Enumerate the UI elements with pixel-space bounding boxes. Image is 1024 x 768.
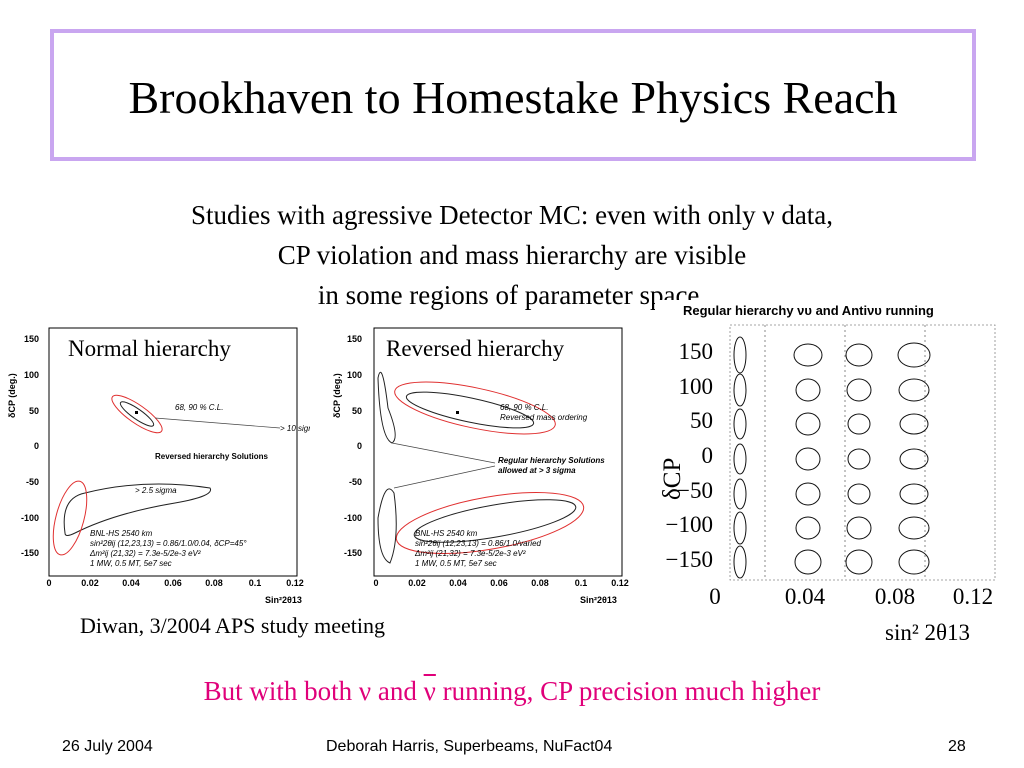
cl-note-2: Reversed mass ordering xyxy=(500,413,588,422)
y-axis-label: δCP (deg.) xyxy=(7,373,17,418)
plot-running: Regular hierarchy νυ and Antiνυ running … xyxy=(655,300,1000,660)
sigma2-note: > 2.5 sigma xyxy=(135,486,177,495)
plot-reversed-hierarchy: 150 100 50 0 -50 -100 -150 0 0.02 0.04 0… xyxy=(330,318,635,608)
x-tick: 0.08 xyxy=(205,578,223,588)
x-tick: 0.02 xyxy=(81,578,99,588)
x-tick: 0.1 xyxy=(249,578,262,588)
running-title: Regular hierarchy νυ and Antiνυ running xyxy=(683,303,934,318)
conclusion-post: running, CP precision much higher xyxy=(435,676,821,706)
y-tick: -100 xyxy=(344,513,362,523)
reversed-note: Reversed hierarchy Solutions xyxy=(155,452,268,461)
y-tick: -150 xyxy=(344,548,362,558)
y-tick: -50 xyxy=(26,477,39,487)
y-tick: 50 xyxy=(690,408,713,433)
intro-line-3: in some regions of parameter space. xyxy=(317,280,707,310)
contour-lower-90 xyxy=(395,492,585,554)
contour-left-upper xyxy=(377,371,396,444)
footer-center: Deborah Harris, Superbeams, NuFact04 xyxy=(326,738,613,755)
cl-note: 68, 90 % C.L. xyxy=(175,403,223,412)
regular-note-2: allowed at > 3 sigma xyxy=(498,466,576,475)
x-tick: 0.12 xyxy=(953,584,993,609)
info-line: BNL-HS 2540 km xyxy=(90,529,153,538)
label-reversed-hierarchy: Reversed hierarchy xyxy=(386,336,565,362)
x-tick: 0.08 xyxy=(531,578,549,588)
contour-lower-68 xyxy=(413,499,577,543)
info-line: Δm²ij (21,32) = 7.3e-5/2e-3 eV² xyxy=(89,549,201,558)
x-tick: 0.06 xyxy=(490,578,508,588)
x-tick: 0.12 xyxy=(286,578,304,588)
y-tick: −150 xyxy=(666,547,713,572)
intro-line-1: Studies with agressive Detector MC: even… xyxy=(190,200,834,230)
y-axis-label: δCP (deg.) xyxy=(332,373,342,418)
y-tick: -150 xyxy=(21,548,39,558)
y-tick: 50 xyxy=(29,406,39,416)
title-box: Brookhaven to Homestake Physics Reach xyxy=(50,29,976,161)
y-tick: 100 xyxy=(679,374,714,399)
y-tick: −50 xyxy=(677,478,713,503)
info-line: 1 MW, 0.5 MT, 5e7 sec xyxy=(415,559,497,568)
x-tick: 0.02 xyxy=(408,578,426,588)
contour-68cl xyxy=(405,391,535,429)
x-tick: 0 xyxy=(46,578,51,588)
y-tick: 150 xyxy=(24,334,39,344)
sigma-note: > 10 sigma xyxy=(280,424,310,433)
plot-normal-hierarchy: 150 100 50 0 -50 -100 -150 0 0.02 0.04 0… xyxy=(5,318,310,608)
x-tick: 0.04 xyxy=(449,578,467,588)
x-tick: 0.04 xyxy=(122,578,140,588)
x-tick: 0.12 xyxy=(611,578,629,588)
info-line: 1 MW, 0.5 MT, 5e7 sec xyxy=(90,559,172,568)
y-tick: 150 xyxy=(347,334,362,344)
running-contours xyxy=(733,336,931,579)
contour-left-lower xyxy=(377,488,397,564)
conclusion-pre: But with both ν and xyxy=(203,676,424,706)
y-tick: 0 xyxy=(702,443,714,468)
x-tick: 0 xyxy=(373,578,378,588)
x-tick: 0.1 xyxy=(575,578,588,588)
info-line: sin²2θij (12,23,13) = 0.86/1.0/0.04, δCP… xyxy=(90,539,247,548)
footer-date: 26 July 2004 xyxy=(62,738,153,755)
cl-note: 68, 90 % C.L. xyxy=(500,403,548,412)
footer-page: 28 xyxy=(948,738,966,755)
info-line: BNL-HS 2540 km xyxy=(415,529,478,538)
contour-reversed-68 xyxy=(63,483,212,536)
slide-title: Brookhaven to Homestake Physics Reach xyxy=(128,72,898,123)
intro-line-2: CP violation and mass hierarchy are visi… xyxy=(277,240,747,270)
x-tick: 0.06 xyxy=(164,578,182,588)
true-point xyxy=(135,411,138,414)
regular-note: Regular hierarchy Solutions xyxy=(498,456,605,465)
x-tick: 0 xyxy=(709,584,721,609)
nu-bar: ν xyxy=(423,676,436,706)
y-tick: -100 xyxy=(21,513,39,523)
contour-68cl xyxy=(119,401,155,427)
y-tick: 100 xyxy=(347,370,362,380)
contour-reversed-90 xyxy=(52,480,88,556)
y-tick: −100 xyxy=(666,512,713,537)
x-tick: 0.04 xyxy=(785,584,826,609)
info-line: sin²2θij (12,23,13) = 0.86/1.0/varied xyxy=(415,539,542,548)
info-line: Δm²ij (21,32) = 7.3e-5/2e-3 eV² xyxy=(414,549,526,558)
credit-text: Diwan, 3/2004 APS study meeting xyxy=(80,613,385,638)
x-axis-label: Sin²2θ13 xyxy=(265,595,302,605)
x-axis-label: Sin²2θ13 xyxy=(580,595,617,605)
contour-90cl xyxy=(394,381,556,435)
y-tick: 0 xyxy=(357,441,362,451)
y-tick: 100 xyxy=(24,370,39,380)
contour-90cl xyxy=(111,394,163,434)
x-axis-label: sin² 2θ13 xyxy=(885,620,970,645)
intro-text: Studies with agressive Detector MC: even… xyxy=(0,195,1024,315)
y-tick: 0 xyxy=(34,441,39,451)
label-normal-hierarchy: Normal hierarchy xyxy=(68,336,231,362)
y-tick: -50 xyxy=(349,477,362,487)
conclusion-text: But with both ν and ν running, CP precis… xyxy=(0,676,1024,707)
y-axis-label: δCP xyxy=(659,458,686,500)
x-tick: 0.08 xyxy=(875,584,915,609)
true-point xyxy=(456,411,459,414)
y-tick: 50 xyxy=(352,406,362,416)
y-tick: 150 xyxy=(679,339,714,364)
